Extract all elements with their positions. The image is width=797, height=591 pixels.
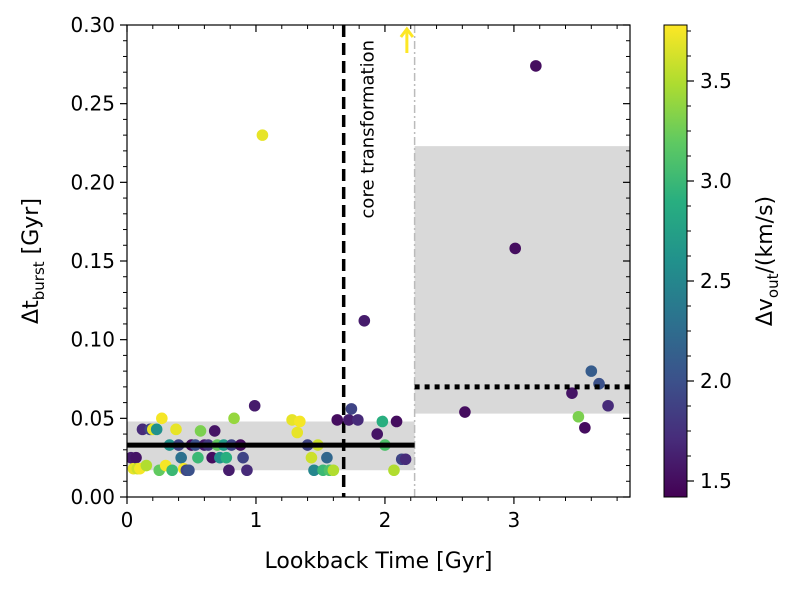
data-point — [358, 314, 371, 327]
data-point — [585, 365, 598, 377]
data-point — [166, 464, 178, 477]
data-point — [150, 423, 163, 436]
data-point — [291, 426, 304, 439]
data-point — [223, 464, 235, 477]
x-axis-label: Lookback Time [Gyr] — [265, 549, 493, 574]
x-tick-label: 3 — [508, 508, 521, 532]
y-tick-label: 0.05 — [70, 406, 115, 430]
data-point — [376, 415, 389, 428]
y-axis-ticks: 0.00 0.05 0.10 0.15 0.20 0.25 0.30 — [70, 13, 630, 509]
data-point — [572, 410, 585, 423]
data-point — [170, 423, 182, 436]
data-point — [530, 60, 542, 72]
y-tick-label: 0.15 — [70, 249, 115, 273]
colorbar-tick-label: 2.5 — [700, 269, 732, 293]
colorbar-tick-label: 2.0 — [700, 369, 732, 393]
data-point — [194, 425, 207, 437]
data-point — [327, 464, 340, 477]
data-point — [509, 242, 522, 255]
data-point — [241, 464, 253, 477]
colorbar-label: Δvout/(km/s) — [753, 196, 782, 326]
data-point — [175, 451, 187, 464]
data-point — [321, 451, 333, 464]
shaded-region — [414, 146, 630, 414]
data-point — [602, 399, 614, 412]
data-point — [343, 414, 355, 426]
up-arrow-icon — [399, 26, 415, 53]
data-point — [371, 428, 384, 440]
data-point — [192, 451, 204, 464]
colorbar — [663, 24, 688, 498]
arrow-head — [399, 26, 415, 38]
data-point — [388, 464, 400, 477]
data-point — [459, 406, 471, 418]
data-point — [140, 459, 153, 472]
reference-lines — [341, 25, 416, 497]
data-point — [305, 451, 318, 464]
data-point — [183, 464, 195, 477]
data-point — [390, 415, 403, 428]
core-transformation-label: core transformation — [358, 40, 379, 218]
y-tick-label: 0.30 — [70, 13, 115, 37]
data-point — [156, 412, 168, 425]
data-point — [228, 412, 240, 425]
colorbar-tick-label: 1.5 — [700, 469, 732, 493]
data-point — [399, 453, 412, 466]
data-point — [308, 464, 320, 477]
data-point — [579, 421, 591, 434]
y-tick-label: 0.20 — [70, 170, 115, 194]
x-axis-ticks: 0 1 2 3 — [121, 25, 618, 532]
colorbar-tick-label: 3.5 — [700, 69, 732, 93]
data-point — [566, 387, 578, 399]
colorbar-tick-label: 3.0 — [700, 169, 732, 193]
data-points — [127, 60, 614, 477]
y-tick-label: 0.25 — [70, 92, 115, 116]
y-axis-label: Δtburst [Gyr] — [19, 198, 48, 324]
data-point — [294, 415, 306, 428]
data-point — [345, 403, 358, 415]
x-tick-label: 2 — [379, 508, 392, 532]
data-point — [220, 451, 233, 464]
x-tick-label: 0 — [121, 508, 134, 532]
data-point — [256, 129, 269, 141]
data-point — [352, 414, 364, 426]
median-lines — [127, 384, 630, 448]
y-tick-label: 0.00 — [70, 485, 115, 509]
colorbar-ticks: 1.5 2.0 2.5 3.0 3.5 — [687, 30, 732, 493]
data-point — [130, 451, 142, 464]
data-point — [237, 451, 249, 464]
x-tick-label: 1 — [250, 508, 263, 532]
data-point — [331, 414, 344, 426]
data-point — [248, 399, 261, 412]
data-point — [208, 425, 221, 437]
y-tick-label: 0.10 — [70, 328, 115, 352]
